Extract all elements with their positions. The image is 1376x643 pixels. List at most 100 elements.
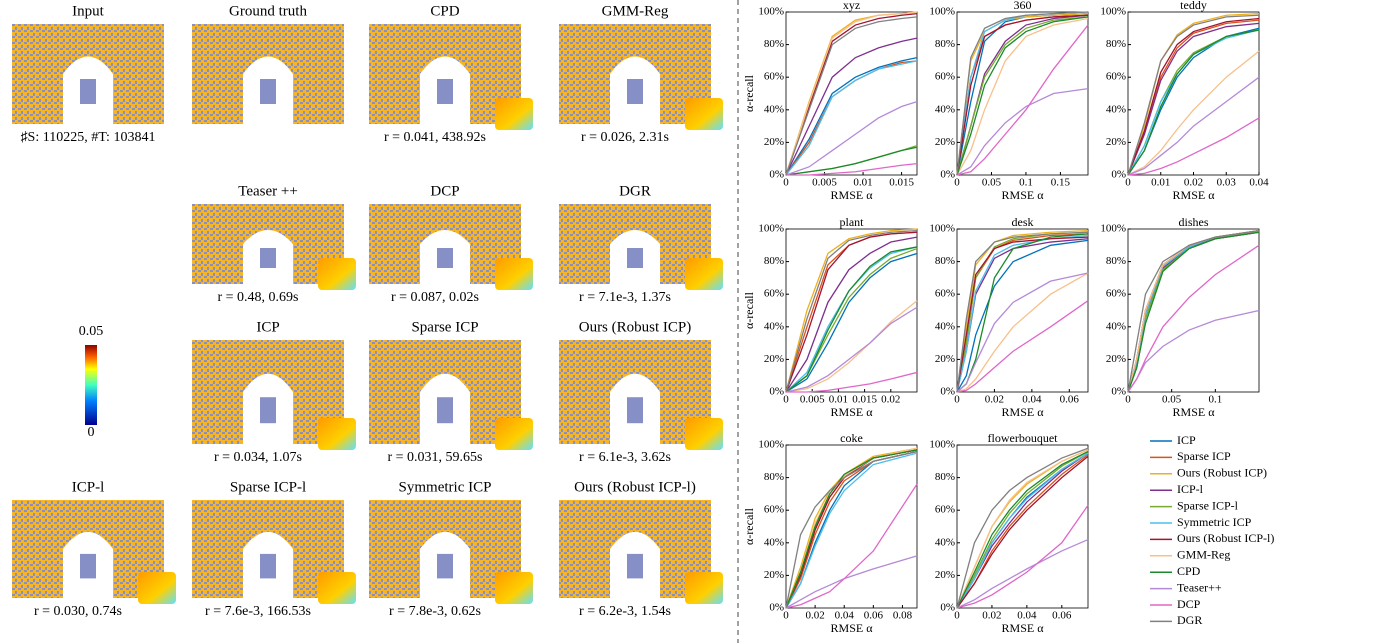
x-tick-label: 0	[783, 177, 789, 189]
recall-curve	[785, 12, 918, 176]
x-tick-label: 0.005	[812, 177, 837, 189]
panel-title: ICP-l	[72, 479, 105, 495]
x-axis-label: RMSE α	[1002, 621, 1045, 635]
point-cloud-hole	[260, 553, 276, 579]
legend-label: Ours (Robust ICP)	[1177, 466, 1267, 480]
recall-curve	[1127, 14, 1260, 176]
colorbar-max: 0.05	[79, 324, 104, 339]
point-cloud-hole	[437, 248, 453, 268]
recall-curve	[956, 450, 1089, 609]
y-tick-label: 40%	[935, 536, 955, 548]
recall-curve	[956, 449, 1089, 609]
legend-label: Teaser++	[1177, 580, 1222, 594]
panel-title: Input	[72, 3, 104, 19]
recall-curve	[1127, 244, 1260, 393]
plot-frame	[956, 228, 1089, 393]
recall-curve	[785, 101, 918, 176]
panel-caption: r = 0.031, 59.65s	[387, 450, 482, 465]
x-tick-label: 0	[783, 610, 789, 622]
point-cloud-hole	[437, 79, 453, 104]
chart-title: xyz	[843, 0, 860, 12]
plot-frame	[785, 228, 918, 393]
panel-caption: r = 7.8e-3, 0.62s	[389, 604, 481, 619]
y-tick-label: 60%	[1106, 71, 1126, 83]
y-tick-label: 60%	[764, 504, 784, 516]
y-tick-label: 0%	[769, 602, 784, 614]
recall-curve	[1127, 22, 1260, 176]
recall-curve	[785, 246, 918, 393]
panel-title: DCP	[430, 183, 459, 199]
x-tick-label: 0	[954, 610, 960, 622]
point-cloud-hole	[437, 397, 453, 424]
recall-curve	[956, 24, 1089, 176]
chart-title: teddy	[1180, 0, 1207, 12]
recall-curve	[786, 371, 918, 393]
point-cloud-hole	[437, 553, 453, 579]
y-tick-label: 60%	[764, 71, 784, 83]
recall-curve	[785, 231, 918, 393]
recall-curve	[1127, 117, 1260, 176]
plot-frame	[956, 444, 1089, 609]
chart-title: coke	[840, 431, 863, 445]
x-tick-label: 0	[783, 394, 789, 406]
x-tick-label: 0.03	[1217, 177, 1237, 189]
x-tick-label: 0	[1125, 394, 1131, 406]
recall-curve	[1127, 76, 1260, 176]
panel-caption: r = 0.030, 0.74s	[34, 604, 122, 619]
x-tick-label: 0.1	[1208, 394, 1222, 406]
legend-label: DCP	[1177, 597, 1201, 611]
panel-caption: r = 0.034, 1.07s	[214, 450, 302, 465]
y-tick-label: 20%	[935, 353, 955, 365]
recall-curve	[1127, 231, 1260, 393]
recall-curve	[785, 450, 918, 609]
recall-curve	[785, 60, 918, 176]
point-cloud-hole	[260, 79, 276, 104]
x-tick-label: 0.04	[1249, 177, 1269, 189]
recall-curve	[1127, 29, 1260, 176]
panel-title: Sparse ICP-l	[230, 479, 306, 495]
y-tick-label: 40%	[1106, 320, 1126, 332]
legend-label: GMM-Reg	[1177, 548, 1230, 562]
y-tick-label: 100%	[1100, 6, 1126, 18]
error-thumbnail	[318, 258, 356, 290]
panel-caption: r = 0.48, 0.69s	[217, 290, 298, 305]
x-tick-label: 0.01	[829, 394, 848, 406]
panel-caption: r = 7.6e-3, 166.53s	[205, 604, 311, 619]
legend-label: Sparse ICP-l	[1177, 498, 1239, 512]
recall-curve	[785, 449, 918, 609]
recall-curve	[1127, 229, 1260, 393]
y-tick-label: 100%	[929, 6, 955, 18]
recall-curve	[956, 455, 1089, 609]
y-tick-label: 60%	[1106, 288, 1126, 300]
point-cloud-hole	[80, 553, 96, 579]
recall-curve	[956, 452, 1089, 609]
recall-curve	[956, 231, 1089, 393]
x-tick-label: 0.01	[853, 177, 872, 189]
panel-title: Sparse ICP	[411, 319, 478, 335]
x-axis-label: RMSE α	[1002, 188, 1045, 202]
legend-label: ICP	[1177, 433, 1196, 447]
x-tick-label: 0.06	[1052, 610, 1072, 622]
y-tick-label: 100%	[929, 223, 955, 235]
recall-curve	[785, 37, 918, 176]
x-tick-label: 0.02	[985, 394, 1004, 406]
y-tick-label: 100%	[758, 6, 784, 18]
y-tick-label: 0%	[940, 602, 955, 614]
recall-curve	[956, 16, 1089, 176]
panel-title: Ours (Robust ICP)	[579, 319, 692, 335]
y-tick-label: 100%	[758, 223, 784, 235]
x-tick-label: 0.06	[1060, 394, 1080, 406]
y-tick-label: 40%	[1106, 103, 1126, 115]
recall-curve	[786, 162, 918, 176]
y-tick-label: 80%	[935, 38, 955, 50]
recall-curve	[785, 11, 918, 176]
chart-title: plant	[840, 215, 865, 229]
legend-label: Ours (Robust ICP-l)	[1177, 531, 1274, 545]
recall-curve	[785, 300, 918, 393]
panel-title: Ours (Robust ICP-l)	[574, 479, 696, 495]
legend-label: Symmetric ICP	[1177, 515, 1252, 529]
legend-label: Sparse ICP	[1177, 449, 1231, 463]
x-axis-label: RMSE α	[1173, 405, 1216, 419]
x-tick-label: 0.04	[1022, 394, 1042, 406]
x-tick-label: 0.04	[1017, 610, 1037, 622]
